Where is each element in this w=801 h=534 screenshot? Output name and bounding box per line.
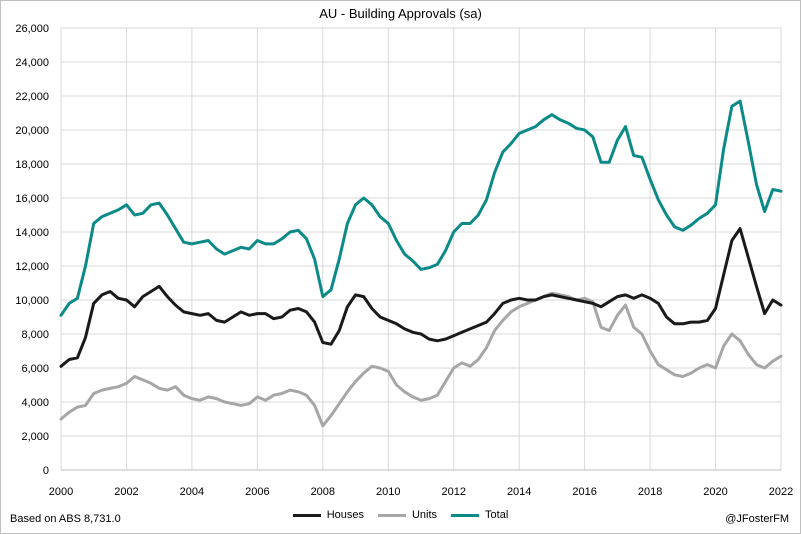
y-tick-label: 16,000 xyxy=(15,193,49,205)
y-tick-label: 4,000 xyxy=(21,397,49,409)
x-tick-label: 2022 xyxy=(769,486,793,498)
y-tick-label: 14,000 xyxy=(15,227,49,239)
y-tick-label: 2,000 xyxy=(21,431,49,443)
x-tick-label: 2012 xyxy=(441,486,465,498)
chart-legend: Houses Units Total xyxy=(0,509,801,521)
x-tick-label: 2004 xyxy=(180,486,204,498)
legend-item-total: Total xyxy=(451,509,508,521)
legend-item-units: Units xyxy=(377,509,438,521)
y-tick-label: 26,000 xyxy=(15,23,49,35)
plot-area xyxy=(60,27,782,471)
x-tick-label: 2002 xyxy=(114,486,138,498)
y-tick-label: 22,000 xyxy=(15,91,49,103)
y-tick-label: 12,000 xyxy=(15,261,49,273)
series-line-units xyxy=(59,291,783,428)
series-line-houses xyxy=(59,227,783,368)
legend-swatch-total xyxy=(451,513,480,517)
legend-label-total: Total xyxy=(485,509,509,521)
credit-handle: @JFosterFM xyxy=(725,513,789,525)
x-tick-label: 2008 xyxy=(311,486,335,498)
x-tick-label: 2020 xyxy=(703,486,727,498)
y-tick-label: 18,000 xyxy=(15,159,49,171)
legend-swatch-houses xyxy=(292,513,321,517)
legend-label-houses: Houses xyxy=(326,509,364,521)
x-tick-label: 2000 xyxy=(49,486,73,498)
y-tick-label: 24,000 xyxy=(15,57,49,69)
y-tick-label: 0 xyxy=(43,465,49,477)
legend-item-houses: Houses xyxy=(292,509,364,521)
x-tick-label: 2014 xyxy=(507,486,531,498)
legend-swatch-units xyxy=(377,513,406,517)
x-tick-label: 2006 xyxy=(245,486,269,498)
x-tick-label: 2018 xyxy=(638,486,662,498)
chart-title: AU - Building Approvals (sa) xyxy=(319,6,482,21)
legend-label-units: Units xyxy=(411,509,438,521)
x-tick-label: 2010 xyxy=(376,486,400,498)
y-tick-label: 20,000 xyxy=(15,125,49,137)
source-note: Based on ABS 8,731.0 xyxy=(10,513,121,525)
x-tick-label: 2016 xyxy=(572,486,596,498)
series-line-total xyxy=(59,99,783,317)
y-tick-label: 8,000 xyxy=(21,329,49,341)
y-tick-label: 6,000 xyxy=(21,363,49,375)
y-tick-label: 10,000 xyxy=(15,295,49,307)
